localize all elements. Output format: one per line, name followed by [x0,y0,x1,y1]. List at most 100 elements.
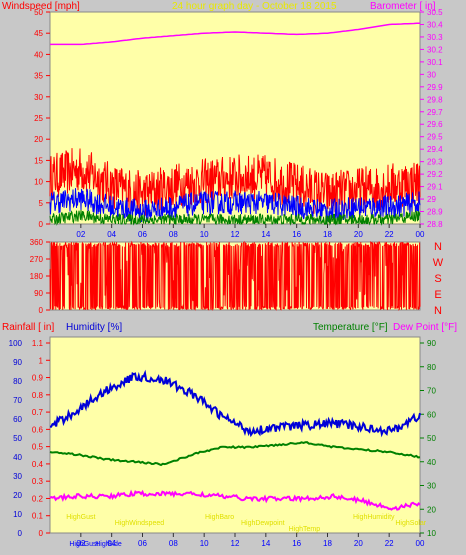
wind-x-tick-label: 10 [200,230,209,239]
rain-y-tick-label: 1 [39,356,44,365]
rain-y-tick-label: 0.7 [32,408,44,417]
direction-y-tick-label: 180 [30,272,44,281]
weather-x-tick-label: 06 [138,539,147,548]
x-axis-high-label: Side [108,541,122,548]
wind-x-tick-label: 08 [169,230,178,239]
barometer-title: Barometer [ in] [370,1,436,12]
baro-y-tick-label: 29.2 [427,170,443,179]
baro-y-tick-label: 30 [427,70,436,79]
compass-label: N [434,305,442,317]
baro-y-tick-label: 30.4 [427,20,443,29]
compass-label: E [434,289,441,301]
direction-series [49,240,421,311]
temp-y-tick-label: 20 [427,505,436,514]
high-annotation: HighGust [66,514,95,521]
wind-x-tick-label: 20 [354,230,363,239]
temperature-y-axis: 10 20 30 40 50 60 70 80 90 [420,339,436,538]
temp-y-tick-label: 30 [427,482,436,491]
wind-x-tick-label: 18 [323,230,332,239]
barometer-y-axis: 28.8 28.9 29 29.1 29.2 29.3 29.4 29.5 29.6 29.7 29… [420,8,443,229]
wind-x-tick-label: 16 [292,230,301,239]
wind-x-tick-label: 00 [416,230,425,239]
rainfall-label: Rainfall [ in] [2,322,54,333]
wind-y-tick-label: 35 [34,72,43,81]
baro-y-tick-label: 29.7 [427,108,443,117]
rain-y-tick-label: 0.4 [32,460,44,469]
windspeed-title: Windspeed [mph] [2,1,80,12]
rainfall-y-axis: 0 0.1 0.2 0.3 0.4 0.5 0.6 0.7 0.8 0.9 1 1.1 [32,339,50,538]
gust-line [49,148,421,216]
humidity-y-tick-label: 50 [13,434,22,443]
wind-y-axis: 0 5 10 15 20 25 30 35 40 45 50 [34,8,50,229]
weather-x-tick-label: 04 [107,539,116,548]
weather-x-tick-label: 02 [76,539,85,548]
wind-x-tick-label: 14 [261,230,270,239]
temperature-label: Temperature [°F] [313,322,388,333]
weather-x-tick-label: 12 [231,539,240,548]
temp-y-tick-label: 60 [427,410,436,419]
temp-y-tick-label: 80 [427,363,436,372]
direction-y-tick-label: 0 [39,306,44,315]
baro-y-tick-label: 29.1 [427,183,443,192]
humidity-label: Humidity [%] [66,322,122,333]
humidity-y-tick-label: 10 [13,510,22,519]
wind-y-tick-label: 30 [34,93,43,102]
baro-y-tick-label: 28.8 [427,220,443,229]
wind-direction-line [49,240,421,311]
baro-y-tick-label: 29.5 [427,133,443,142]
humidity-line [49,369,421,438]
weather-x-tick-label: 08 [169,539,178,548]
wind-y-tick-label: 50 [34,8,43,17]
direction-y-tick-label: 90 [34,289,43,298]
high-annotation: HighBaro [205,514,234,521]
baro-y-tick-label: 30.5 [427,8,443,17]
high-annotation: HighDewpoint [241,520,285,527]
humidity-y-axis: 0 10 20 30 40 50 60 70 80 90 100 [9,339,23,538]
high-annotations: HighGust HighWindspeed HighBaro HighDewpoin… [66,514,427,533]
baro-y-tick-label: 29 [427,195,436,204]
high-annotation: HighTemp [289,526,321,533]
wind-y-tick-label: 40 [34,50,43,59]
low-wind-line [49,209,421,226]
weather-x-tick-label: 22 [385,539,394,548]
wind-y-tick-label: 15 [34,156,43,165]
weather-x-tick-label: 16 [292,539,301,548]
weather-series [49,369,421,511]
high-annotation: HighSolar [395,520,426,527]
humidity-y-tick-label: 0 [18,529,23,538]
humidity-y-tick-label: 80 [13,377,22,386]
baro-y-tick-label: 29.9 [427,83,443,92]
baro-y-tick-label: 29.6 [427,120,443,129]
baro-y-tick-label: 29.3 [427,158,443,167]
wind-y-tick-label: 0 [39,220,44,229]
wind-x-tick-label: 06 [138,230,147,239]
weather-x-tick-label: 14 [261,539,270,548]
baro-y-tick-label: 29.8 [427,95,443,104]
high-annotation: HighWindspeed [115,520,165,527]
temperature-line [49,441,421,467]
humidity-y-tick-label: 90 [13,358,22,367]
compass-label: W [433,257,444,269]
baro-y-tick-label: 30.2 [427,45,443,54]
temp-y-tick-label: 10 [427,529,436,538]
wind-x-tick-label: 12 [231,230,240,239]
wind-y-tick-label: 10 [34,178,43,187]
wind-y-tick-label: 5 [39,199,44,208]
weather-x-tick-label: 20 [354,539,363,548]
wind-y-tick-label: 25 [34,114,43,123]
rain-y-tick-label: 0.8 [32,391,44,400]
rain-y-tick-label: 1.1 [32,339,44,348]
baro-y-tick-label: 30.3 [427,33,443,42]
wind-x-axis: 02 04 06 08 10 12 14 16 18 20 22 00 [76,224,425,239]
direction-y-axis: 0 90 180 270 360 [30,238,50,315]
humidity-y-tick-label: 30 [13,472,22,481]
wind-x-tick-label: 04 [107,230,116,239]
humidity-y-tick-label: 40 [13,453,22,462]
dewpoint-label: Dew Point [°F] [393,322,457,333]
weather-x-tick-label: 00 [416,539,425,548]
baro-y-tick-label: 29.4 [427,145,443,154]
wind-x-tick-label: 02 [76,230,85,239]
temp-y-tick-label: 50 [427,434,436,443]
